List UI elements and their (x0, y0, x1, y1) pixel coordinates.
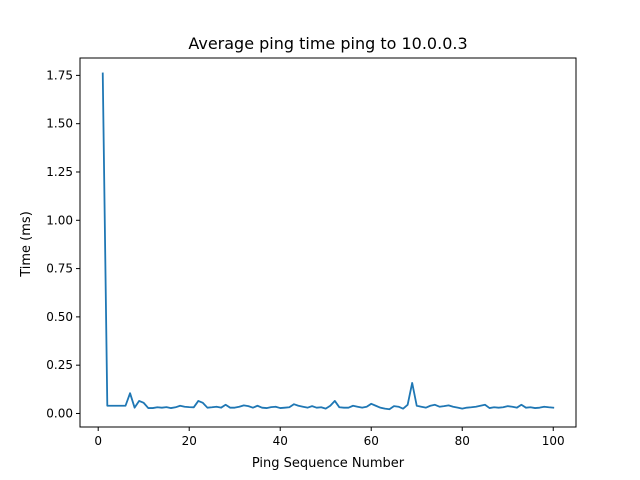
y-tick-label: 0.50 (46, 310, 73, 324)
y-tick-label: 1.75 (46, 68, 73, 82)
y-axis-label: Time (ms) (19, 211, 34, 278)
axes-frame (79, 57, 577, 428)
x-tick-label: 60 (364, 434, 379, 448)
x-axis-label: Ping Sequence Number (252, 456, 405, 471)
x-tick-label: 0 (94, 434, 102, 448)
y-tick-label: 0.00 (46, 406, 73, 420)
x-tick-label: 20 (182, 434, 197, 448)
y-tick-label: 1.25 (46, 165, 73, 179)
x-tick-label: 40 (273, 434, 288, 448)
series-line-0 (101, 72, 555, 411)
y-tick-label: 1.50 (46, 117, 73, 131)
chart-title: Average ping time ping to 10.0.0.3 (188, 34, 467, 53)
y-tick-label: 1.00 (46, 213, 73, 227)
x-tick-label: 80 (455, 434, 470, 448)
x-tick-label: 100 (542, 434, 565, 448)
plot-area: 0 20 40 60 80 100 0.00 0.25 0.50 0.75 1.00 1.25 1.50… (46, 57, 577, 448)
y-tick-label: 0.25 (46, 358, 73, 372)
y-tick-label: 0.75 (46, 262, 73, 276)
